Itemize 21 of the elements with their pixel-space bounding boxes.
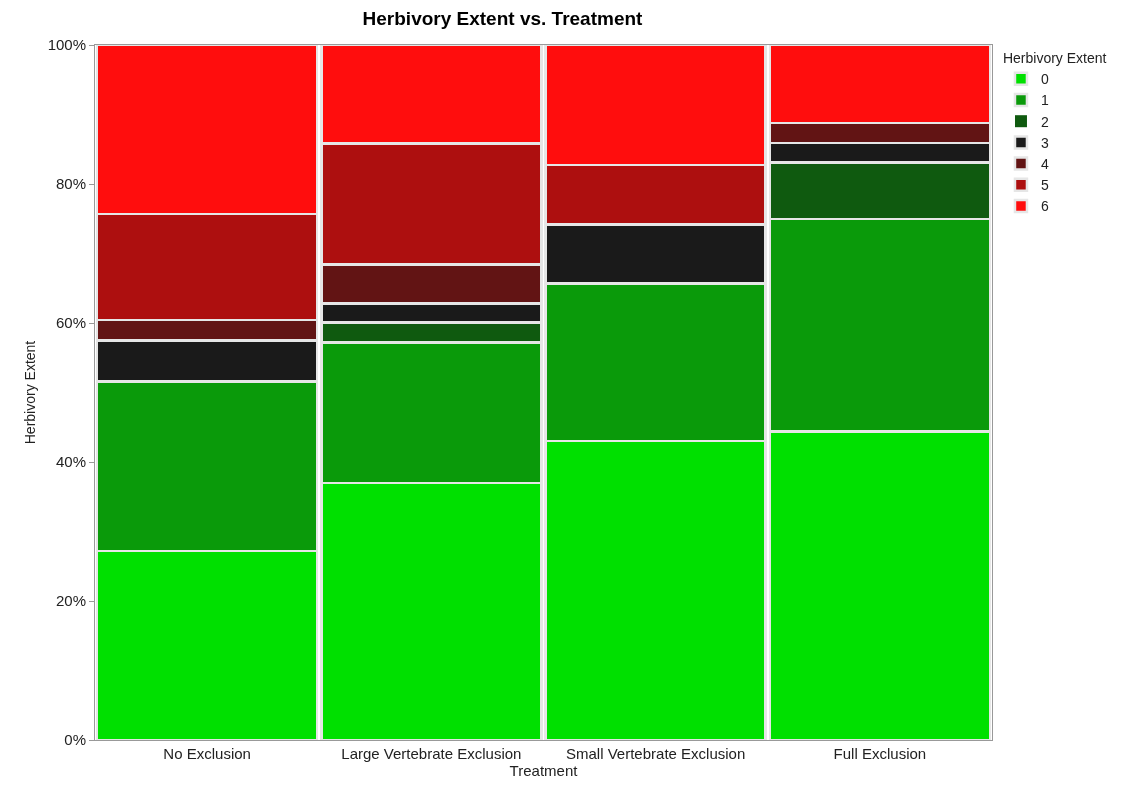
- x-tick-label: Full Exclusion: [833, 745, 927, 762]
- legend-label: 2: [1040, 113, 1049, 130]
- y-tick-label: 100%: [47, 36, 86, 54]
- y-tick-label: 60%: [55, 314, 86, 332]
- legend-title: Herbivory Extent: [1002, 50, 1107, 67]
- legend-label: 5: [1040, 177, 1049, 194]
- legend-label: 0: [1040, 71, 1049, 88]
- x-tick-label: Small Vertebrate Exclusion: [566, 745, 746, 762]
- legend-label: 6: [1040, 198, 1049, 215]
- x-axis-title: Treatment: [509, 762, 579, 779]
- x-tick-label: Large Vertebrate Exclusion: [341, 745, 522, 762]
- y-tick-label: 20%: [55, 592, 86, 610]
- x-tick-label: No Exclusion: [163, 745, 251, 762]
- y-tick-label: 0%: [64, 731, 86, 749]
- y-tick-label: 80%: [55, 175, 86, 193]
- legend-label: 1: [1040, 92, 1049, 109]
- y-axis-title: Herbivory Extent: [22, 340, 39, 445]
- y-tick-label: 40%: [55, 453, 86, 471]
- legend-label: 4: [1040, 156, 1049, 173]
- legend-label: 3: [1040, 134, 1049, 151]
- chart-title: Herbivory Extent vs. Treatment: [362, 8, 644, 30]
